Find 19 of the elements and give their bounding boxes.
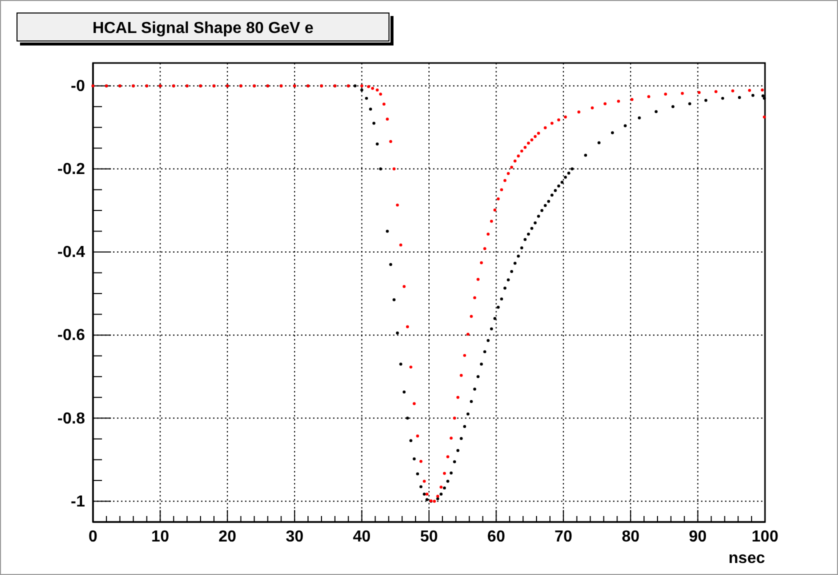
x-tick-label: 0: [88, 528, 98, 546]
y-tick-label: -0.4: [57, 244, 86, 262]
y-tick-label: -1: [70, 493, 86, 510]
y-tick-label: -0.2: [57, 161, 86, 178]
y-tick-label: -0.8: [57, 410, 86, 428]
x-tick-label: 20: [218, 528, 236, 546]
x-axis-title: nsec: [728, 550, 766, 567]
y-tick-label: -0.6: [57, 327, 86, 344]
x-tick-label: 80: [622, 528, 640, 546]
x-tick-label: 10: [151, 528, 170, 546]
x-tick-label: 50: [420, 528, 438, 546]
chart-title: HCAL Signal Shape 80 GeV e: [92, 20, 314, 37]
x-tick-label: 70: [554, 528, 572, 546]
x-tick-label: 60: [487, 528, 506, 546]
x-tick-label: 40: [352, 528, 371, 546]
x-tick-label: 100: [752, 528, 778, 546]
x-tick-label: 30: [286, 528, 304, 546]
y-tick-label: -0: [70, 78, 86, 95]
x-tick-label: 90: [688, 528, 707, 546]
